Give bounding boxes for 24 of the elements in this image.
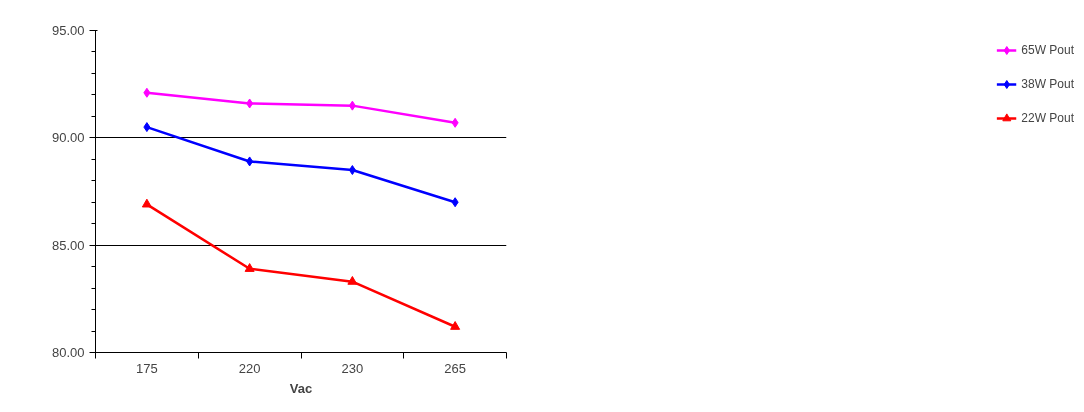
point bbox=[348, 100, 356, 111]
point bbox=[450, 321, 461, 330]
point bbox=[348, 165, 356, 176]
y-tick-label: 85.00 bbox=[51, 237, 85, 253]
x-tick-label: 175 bbox=[136, 360, 158, 376]
x-axis-title: Vac bbox=[289, 380, 313, 396]
point bbox=[246, 98, 254, 109]
point bbox=[347, 275, 358, 285]
x-tick-label: 265 bbox=[444, 360, 466, 376]
point bbox=[244, 263, 255, 272]
point bbox=[141, 198, 152, 208]
y-tick-label: 90.00 bbox=[51, 130, 85, 146]
legend-label: 38W Pout bbox=[1021, 77, 1074, 91]
y-tick-label: 80.00 bbox=[51, 345, 85, 360]
legend-label: 22W Pout bbox=[1021, 111, 1074, 125]
point bbox=[143, 87, 151, 98]
point bbox=[451, 117, 459, 128]
point bbox=[451, 197, 459, 208]
x-tick-label: 230 bbox=[341, 360, 364, 376]
point bbox=[143, 122, 151, 133]
y-tick-label: 95.00 bbox=[51, 23, 85, 38]
point bbox=[246, 156, 254, 167]
x-tick-label: 220 bbox=[238, 360, 261, 376]
legend-label: 65W Pout bbox=[1021, 43, 1074, 57]
